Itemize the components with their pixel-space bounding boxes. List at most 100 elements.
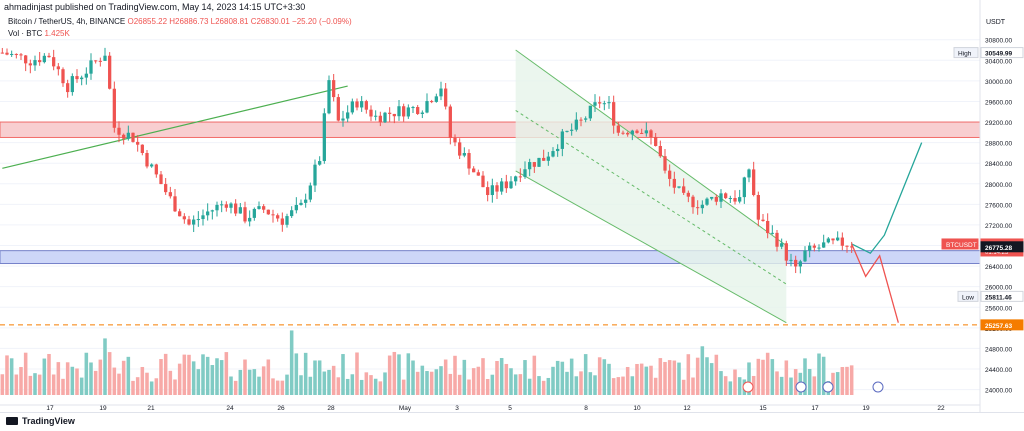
volume-bar bbox=[817, 353, 821, 395]
volume-bar bbox=[247, 369, 252, 395]
candle-body bbox=[490, 185, 494, 196]
volume-bar bbox=[345, 378, 350, 395]
candle-body bbox=[752, 169, 756, 196]
volume-bar bbox=[252, 369, 257, 395]
candle-body bbox=[234, 203, 238, 214]
volume-bar bbox=[322, 371, 327, 395]
volume-bar bbox=[471, 368, 476, 395]
volume-bar bbox=[532, 355, 537, 395]
volume-bar bbox=[714, 354, 719, 395]
volume-bar bbox=[513, 374, 518, 395]
volume-bar bbox=[89, 362, 93, 395]
candle-body bbox=[420, 112, 424, 114]
volume-bar bbox=[401, 379, 406, 395]
candle-body bbox=[523, 169, 527, 177]
volume-bar bbox=[504, 363, 509, 395]
volume-bar bbox=[677, 362, 681, 395]
candle-body bbox=[112, 88, 116, 128]
axis-unit-label: USDT bbox=[986, 19, 1006, 26]
volume-bar bbox=[355, 352, 359, 395]
candle-body bbox=[327, 80, 331, 114]
volume-bar bbox=[831, 372, 835, 395]
candle-body bbox=[271, 214, 275, 216]
x-tick-label: 26 bbox=[277, 405, 285, 412]
volume-bar bbox=[551, 366, 555, 395]
candle-body bbox=[332, 80, 336, 98]
candle-body bbox=[439, 88, 443, 97]
candle-body bbox=[322, 113, 326, 162]
candle-body bbox=[672, 178, 676, 188]
volume-bar bbox=[723, 376, 728, 395]
x-tick-label: 22 bbox=[937, 405, 945, 412]
candle-body bbox=[528, 162, 532, 170]
symbol-legend[interactable]: Bitcoin / TetherUS, 4h, BINANCE O26855.2… bbox=[8, 17, 352, 26]
x-tick-label: 21 bbox=[147, 405, 155, 412]
volume-bar bbox=[467, 379, 471, 395]
volume-bar bbox=[779, 376, 784, 395]
volume-bar bbox=[485, 379, 490, 395]
candle-body bbox=[742, 177, 746, 198]
candle-body bbox=[798, 261, 802, 267]
volume-bar bbox=[0, 374, 5, 395]
volume-bar bbox=[383, 372, 387, 395]
candle-body bbox=[700, 204, 704, 209]
volume-bar bbox=[5, 355, 9, 395]
event-marker-icon bbox=[795, 381, 807, 393]
x-tick-label: 28 bbox=[327, 405, 335, 412]
volume-legend[interactable]: Vol · BTC 1.425K bbox=[8, 29, 70, 38]
volume-bar bbox=[103, 338, 107, 395]
price-label: 26775.28 bbox=[985, 245, 1012, 252]
candle-body bbox=[84, 73, 88, 78]
volume-bar bbox=[336, 377, 341, 395]
candle-body bbox=[458, 142, 462, 156]
volume-bar bbox=[420, 365, 425, 395]
candle-body bbox=[495, 185, 499, 192]
volume-bar bbox=[65, 362, 70, 395]
volume-bar bbox=[182, 354, 187, 395]
volume-bar bbox=[14, 374, 19, 395]
volume-bar bbox=[812, 376, 817, 395]
volume-bar bbox=[9, 358, 14, 395]
volume-bar bbox=[719, 371, 723, 395]
price-tag: High bbox=[958, 51, 972, 58]
volume-bar bbox=[770, 359, 775, 395]
volume-bar bbox=[411, 360, 415, 395]
price-label-box bbox=[980, 319, 1024, 331]
y-tick-label: 25600.00 bbox=[985, 305, 1012, 312]
candle-body bbox=[75, 76, 79, 80]
volume-bar bbox=[443, 359, 448, 395]
volume-bar bbox=[425, 371, 429, 395]
candle-body bbox=[117, 127, 121, 135]
candle-body bbox=[243, 207, 247, 222]
volume-bar bbox=[47, 353, 51, 395]
volume-bar bbox=[261, 366, 266, 395]
volume-bar bbox=[219, 360, 224, 395]
volume-bar bbox=[238, 369, 243, 395]
candle-body bbox=[602, 103, 606, 105]
countdown-label: 01:14:23 bbox=[985, 250, 1009, 256]
volume-bar bbox=[149, 381, 154, 395]
volume-bar bbox=[555, 360, 560, 395]
volume-bar bbox=[131, 380, 135, 395]
volume-bar bbox=[196, 369, 201, 395]
candle-body bbox=[738, 197, 742, 202]
volume-bar bbox=[168, 370, 173, 395]
candle-body bbox=[616, 125, 620, 133]
candle-body bbox=[10, 53, 14, 55]
candle-body bbox=[150, 164, 154, 167]
volume-bar bbox=[625, 366, 630, 395]
volume-bar bbox=[495, 360, 499, 395]
volume-bar bbox=[163, 353, 168, 395]
y-tick-label: 27200.00 bbox=[985, 223, 1012, 230]
candle-body bbox=[94, 60, 98, 62]
volume-bar bbox=[593, 375, 597, 395]
volume-bar bbox=[784, 360, 789, 395]
candle-body bbox=[122, 134, 126, 139]
candle-body bbox=[481, 175, 485, 188]
candle-body bbox=[355, 101, 359, 108]
candle-body bbox=[780, 243, 784, 247]
x-tick-label: 17 bbox=[46, 405, 54, 412]
candle-body bbox=[299, 202, 303, 205]
volume-bar bbox=[541, 380, 546, 395]
